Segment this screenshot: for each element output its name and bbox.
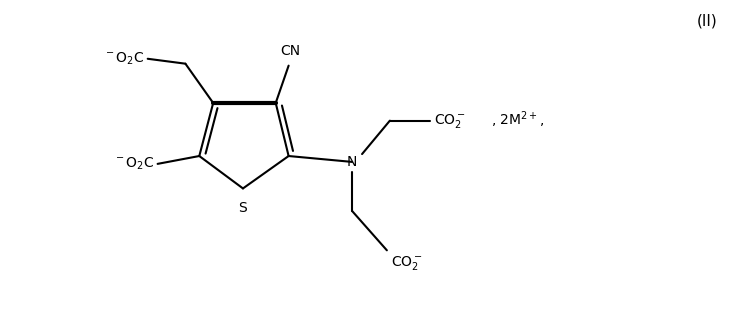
Text: $^-$O$_2$C: $^-$O$_2$C: [113, 156, 153, 172]
Text: , 2M$^{2+}$,: , 2M$^{2+}$,: [491, 109, 545, 130]
Text: CO$_2^-$: CO$_2^-$: [433, 112, 465, 130]
Text: $^-$O$_2$C: $^-$O$_2$C: [103, 51, 144, 67]
Text: (II): (II): [697, 14, 718, 29]
Text: CN: CN: [281, 44, 301, 58]
Text: CO$_2^-$: CO$_2^-$: [391, 254, 422, 272]
Text: S: S: [239, 201, 247, 215]
Text: N: N: [347, 155, 357, 169]
